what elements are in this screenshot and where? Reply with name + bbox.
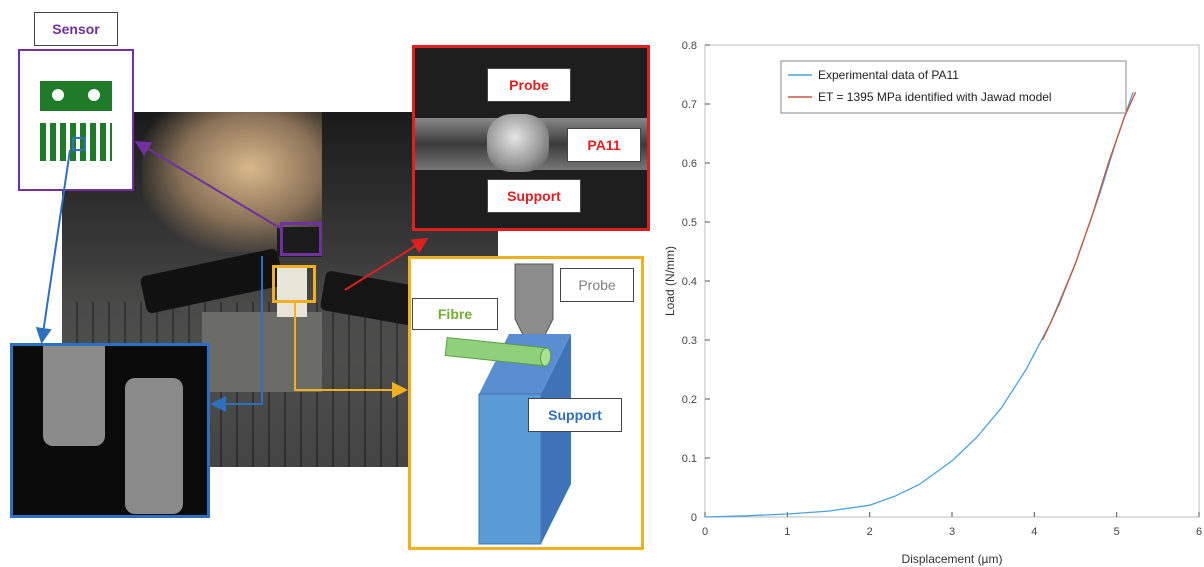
sensor-chip-top — [40, 81, 112, 111]
fibre-label: Fibre — [412, 298, 498, 330]
x-tick-label: 4 — [1031, 526, 1037, 538]
sem-image-panel — [10, 343, 210, 518]
x-tick-label: 2 — [867, 526, 873, 538]
sensor-panel — [18, 49, 134, 191]
sensor-mount — [277, 227, 322, 257]
connector-arrows — [35, 140, 429, 412]
load-displacement-chart: 0 1 2 3 4 5 6 0 0.1 0.2 0.3 0.4 0.5 0.6 0.7 0.8 Experim… — [663, 40, 1202, 566]
series-line-model — [1042, 91, 1137, 341]
legend: Experimental data of PA11 ET = 1395 MPa … — [780, 60, 1127, 114]
support-block-side — [541, 334, 571, 544]
y-axis-label: Load (N/mm) — [663, 246, 677, 316]
legend-label-model: ET = 1395 MPa identified with Jawad mode… — [818, 90, 1052, 104]
schematic-arrow — [294, 303, 408, 398]
x-tick-label: 0 — [702, 526, 708, 538]
sensor-chip-comb — [40, 123, 112, 161]
y-tick-label: 0.2 — [682, 394, 697, 406]
sensor-label: Sensor — [34, 12, 118, 46]
y-tick-label: 0.7 — [682, 99, 697, 111]
x-axis-label: Displacement (µm) — [902, 552, 1003, 566]
sensor-location-marker — [280, 222, 322, 256]
x-tick-label: 1 — [784, 526, 790, 538]
plot-area — [704, 44, 1200, 518]
y-tick-label: 0.3 — [682, 335, 697, 347]
probe-schematic-label: Probe — [560, 268, 634, 302]
support-schematic-label: Support — [528, 398, 622, 432]
sem-pad-left — [43, 346, 105, 446]
sensor-hole-left — [52, 89, 64, 101]
y-tick-label: 0.4 — [682, 276, 697, 288]
sensor-zoom-arrow — [35, 149, 71, 344]
schematic-drawing — [444, 263, 571, 545]
legend-label-experimental: Experimental data of PA11 — [818, 68, 959, 82]
support-label-top: Support — [487, 179, 581, 213]
y-tick-label: 0 — [691, 512, 697, 524]
y-tick-label: 0.8 — [682, 40, 697, 52]
x-tick-label: 3 — [949, 526, 955, 538]
sem-arrow — [210, 256, 263, 412]
y-tick-label: 0.5 — [682, 217, 697, 229]
probe-arrow — [344, 237, 429, 291]
fibre-shape — [444, 336, 552, 367]
x-tick-label: 5 — [1114, 526, 1120, 538]
sensor-hole-right — [88, 89, 100, 101]
sample-holder — [277, 267, 307, 317]
probe-label: Probe — [487, 68, 571, 102]
sensor-zoom-marker — [72, 137, 86, 151]
pa11-label: PA11 — [567, 128, 641, 162]
sem-pad-right — [125, 378, 183, 514]
sensor-arrow — [134, 140, 281, 229]
x-tick-label: 6 — [1196, 526, 1202, 538]
sample-location-marker — [272, 265, 316, 303]
pa11-fibre-section — [487, 114, 549, 172]
y-tick-label: 0.6 — [682, 158, 697, 170]
y-tick-label: 0.1 — [682, 453, 697, 465]
